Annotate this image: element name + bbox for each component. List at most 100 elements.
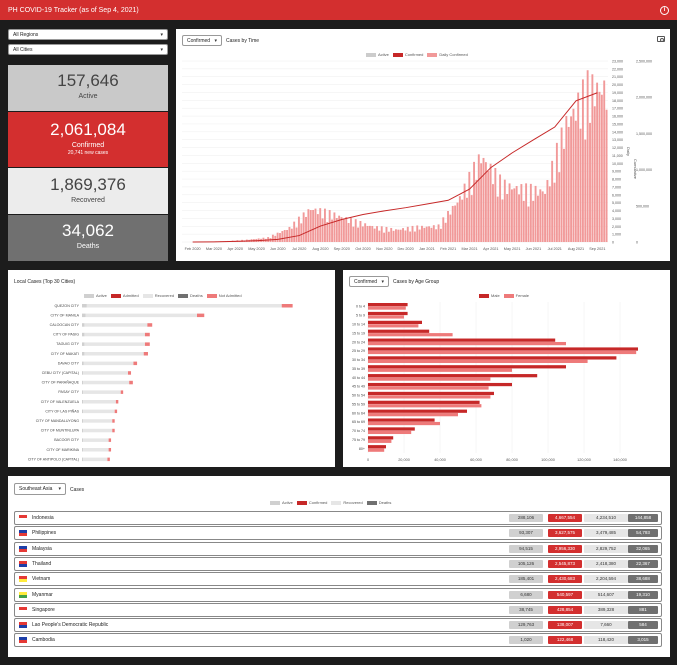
male-bar xyxy=(368,409,467,413)
app-header: PH COVID-19 Tracker (as of Sep 4, 2021) … xyxy=(0,0,677,20)
recovered-value: 514,607 xyxy=(584,590,628,599)
daily-bar xyxy=(596,82,599,242)
active-stat-card[interactable]: 157,646 Active xyxy=(8,65,168,111)
legend-item-active[interactable]: Active xyxy=(84,293,107,298)
confirmed-value: 428,854 xyxy=(548,605,582,614)
chevron-down-icon: ▾ xyxy=(381,278,384,285)
country-row[interactable]: Lao People's Democratic Republic 129,763 1… xyxy=(14,618,662,633)
confirmed-value: 4,667,554 xyxy=(548,514,582,522)
city-label: QUEZON CITY xyxy=(54,304,79,308)
age-group-label: 25 to 29 xyxy=(352,349,365,353)
deaths-value: 38,688 xyxy=(628,575,658,584)
country-row[interactable]: Indonesia 288,106 4,667,554 4,234,510 144,85… xyxy=(14,511,662,525)
app-title: PH COVID-19 Tracker (as of Sep 4, 2021) xyxy=(8,6,139,14)
daily-bar xyxy=(541,191,544,242)
sea-panel: Southeast Asia ▾ Cases Active Confirmed R… xyxy=(8,476,670,657)
legend-item-female[interactable]: Female xyxy=(503,293,529,298)
flag-icon xyxy=(19,545,27,552)
region-select[interactable]: All Regions ▾ xyxy=(8,29,168,40)
x-tick-label: Feb 2020 xyxy=(185,247,201,251)
deaths-value: 3,015 xyxy=(628,636,658,645)
daily-bar xyxy=(397,229,400,242)
not-admitted-bar xyxy=(281,304,293,308)
daily-bar xyxy=(340,217,343,242)
country-row[interactable]: Singapore 38,745 428,854 389,328 881 xyxy=(14,602,662,617)
legend-item-active[interactable]: Active xyxy=(270,500,293,505)
legend-item-confirmed[interactable]: Confirmed xyxy=(296,500,327,505)
region-scope-select[interactable]: Southeast Asia ▾ xyxy=(14,483,66,495)
male-bar xyxy=(368,356,617,360)
male-bar xyxy=(368,374,538,378)
legend-item-daily[interactable]: Daily Confirmed xyxy=(427,52,468,57)
sea-title: Cases xyxy=(70,487,85,493)
time-metric-select[interactable]: Confirmed ▾ xyxy=(182,35,222,46)
y-left-tick-label: 6,000 xyxy=(612,193,621,197)
y-left-tick-label: 4,000 xyxy=(612,209,621,213)
y-left-tick-label: 9,000 xyxy=(612,170,621,174)
x-tick-label: Jul 2021 xyxy=(548,247,562,251)
recovered-bar xyxy=(83,400,116,404)
x-tick-label: Jun 2021 xyxy=(526,247,542,251)
x-tick-label: Oct 2020 xyxy=(355,247,370,251)
daily-bar xyxy=(605,109,608,242)
time-metric-value: Confirmed xyxy=(187,37,211,44)
daily-bar xyxy=(425,226,428,242)
country-row[interactable]: Myanmar 6,680 540,597 514,607 19,310 xyxy=(14,587,662,602)
legend-item-admitted[interactable]: Admitted xyxy=(110,293,139,298)
recovered-bar xyxy=(83,390,121,394)
daily-bar xyxy=(378,230,381,242)
country-row[interactable]: Cambodia 1,020 122,468 118,420 3,015 xyxy=(14,633,662,648)
info-icon[interactable]: i xyxy=(660,5,669,15)
city-label: BACOOR CITY xyxy=(54,438,79,442)
male-bar xyxy=(368,311,408,316)
daily-bar xyxy=(487,170,490,242)
recovered-bar xyxy=(83,428,113,433)
recovered-stat-card[interactable]: 1,869,376 Recovered xyxy=(8,168,168,214)
not-admitted-bar xyxy=(112,428,115,433)
recovered-bar xyxy=(84,323,148,327)
age-group-label: 50 to 54 xyxy=(352,394,365,398)
country-row[interactable]: Vietnam 185,401 2,430,683 2,204,594 38,688 xyxy=(14,572,662,587)
active-bar xyxy=(82,332,85,337)
y-left-tick-label: 22,000 xyxy=(612,67,623,71)
region-select-value: All Regions xyxy=(13,31,39,38)
deaths-stat-card[interactable]: 34,062 Deaths xyxy=(8,215,168,261)
flag-icon xyxy=(19,560,27,567)
country-row[interactable]: Philippines 93,307 3,627,575 3,479,485 54,79… xyxy=(14,526,662,541)
x-tick-label: Aug 2021 xyxy=(568,247,584,251)
legend-item-confirmed[interactable]: Confirmed xyxy=(392,52,423,57)
male-bar xyxy=(368,365,566,369)
age-group-label: 0 to 4 xyxy=(356,305,365,309)
age-metric-select[interactable]: Confirmed ▾ xyxy=(349,276,389,287)
legend-item-not-admitted[interactable]: Not Admitted xyxy=(206,293,242,298)
legend-item-recovered[interactable]: Recovered xyxy=(331,500,363,505)
legend-item-recovered[interactable]: Recovered xyxy=(142,293,174,298)
new-cases-text: 20,741 new cases xyxy=(67,150,109,156)
flag-icon xyxy=(19,576,27,583)
y-left-tick-label: 20,000 xyxy=(612,83,623,87)
y-left-tick-label: 19,000 xyxy=(612,91,623,95)
chevron-down-icon: ▾ xyxy=(160,31,163,38)
legend-item-deaths[interactable]: Deaths xyxy=(366,500,391,505)
city-select[interactable]: All Cities ▾ xyxy=(8,44,168,55)
country-row[interactable]: Thailand 105,126 2,545,873 2,418,380 22,367 xyxy=(14,556,662,571)
not-admitted-bar xyxy=(108,438,112,442)
x-tick-label: 120,000 xyxy=(577,458,591,462)
camera-icon[interactable] xyxy=(657,36,665,42)
legend-item-active[interactable]: Active xyxy=(366,52,389,57)
recovered-value: 2,204,594 xyxy=(584,575,628,584)
legend-item-deaths[interactable]: Deaths xyxy=(178,293,203,298)
confirmed-stat-card[interactable]: 2,061,084 Confirmed 20,741 new cases xyxy=(8,112,168,167)
y-left-tick-label: 10,000 xyxy=(612,162,623,166)
daily-bar xyxy=(447,211,449,242)
daily-bar xyxy=(326,221,329,242)
legend-item-male[interactable]: Male xyxy=(479,293,500,298)
country-name: Indonesia xyxy=(32,515,54,521)
y-left-tick-label: 17,000 xyxy=(612,107,623,111)
active-value: 288,106 xyxy=(509,514,543,522)
active-bar xyxy=(82,438,84,442)
daily-bar xyxy=(309,210,312,242)
country-row[interactable]: Malaysia 94,515 2,956,330 2,829,752 32,065 xyxy=(14,541,662,556)
daily-bar xyxy=(383,232,386,242)
daily-bar xyxy=(380,226,383,242)
